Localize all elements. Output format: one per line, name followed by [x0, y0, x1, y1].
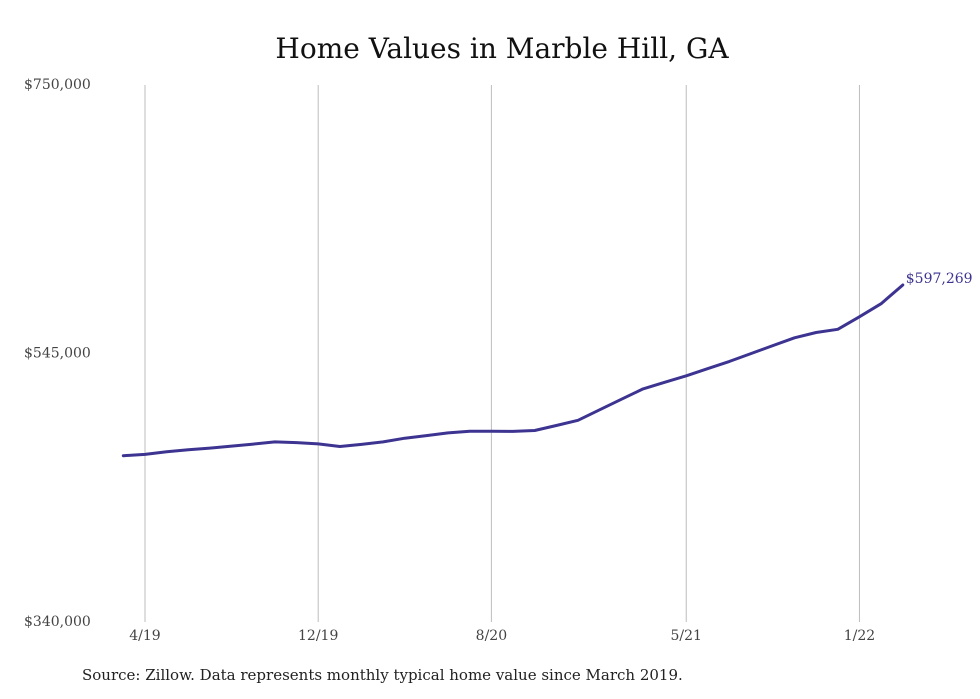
chart-title: Home Values in Marble Hill, GA [275, 32, 729, 65]
y-tick-label: $545,000 [24, 346, 91, 362]
end-value-label: $597,269 [906, 271, 973, 287]
source-note: Source: Zillow. Data represents monthly … [82, 666, 683, 684]
series-layer: $597,269 [121, 271, 973, 458]
y-tick-label: $340,000 [24, 614, 91, 630]
x-tick-label: 4/19 [129, 628, 160, 644]
x-tick-label: 5/21 [671, 628, 702, 644]
y-axis-ticks: $750,000 $545,000 $340,000 [24, 77, 91, 630]
x-axis-ticks: 4/19 12/19 8/20 5/21 1/22 [129, 628, 875, 644]
x-tick-label: 12/19 [298, 628, 338, 644]
grid-lines [144, 85, 860, 622]
x-tick-label: 8/20 [476, 628, 507, 644]
series-line [121, 283, 905, 458]
x-tick-label: 1/22 [844, 628, 875, 644]
y-tick-label: $750,000 [24, 77, 91, 93]
